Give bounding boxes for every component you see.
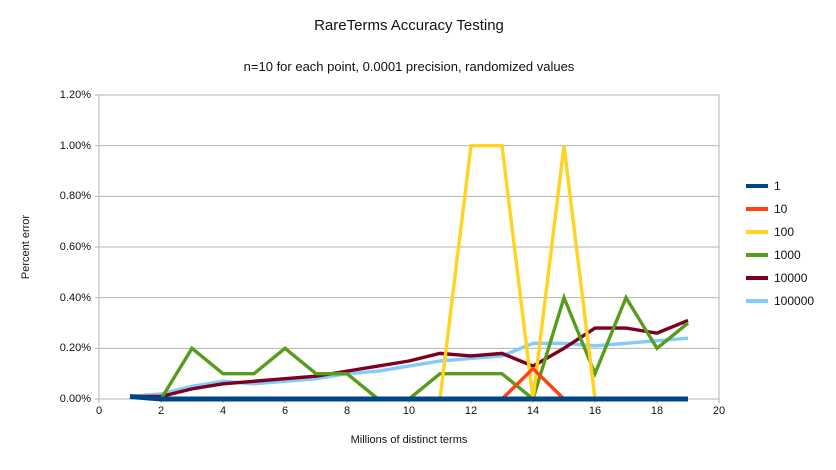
- legend-swatch: [746, 298, 768, 303]
- x-tick-label: 18: [650, 405, 664, 417]
- legend-item-100000: 100000: [746, 289, 814, 312]
- chart-subtitle: n=10 for each point, 0.0001 precision, r…: [243, 59, 575, 74]
- y-tick-label: 1.20%: [59, 89, 91, 101]
- x-tick-label: 20: [712, 405, 726, 417]
- legend-swatch: [746, 183, 768, 188]
- legend-label: 10: [774, 201, 788, 216]
- series-line-1: [129, 393, 688, 402]
- legend-label: 1000: [774, 247, 801, 262]
- legend-swatch: [746, 252, 768, 257]
- legend-item-1: 1: [746, 174, 814, 197]
- legend-label: 100000: [774, 293, 815, 308]
- legend-swatch: [746, 206, 768, 211]
- legend-item-1000: 1000: [746, 243, 814, 266]
- legend-item-10: 10: [746, 197, 814, 220]
- x-tick-label: 2: [157, 405, 165, 417]
- legend-label: 1: [774, 178, 781, 193]
- legend-swatch: [746, 229, 768, 234]
- legend-label: 100: [774, 224, 795, 239]
- x-tick-label: 10: [402, 405, 416, 417]
- x-tick-label: 0: [95, 405, 103, 417]
- x-tick-label: 6: [281, 405, 289, 417]
- y-tick-label: 0.60%: [59, 241, 91, 253]
- series-line-100000: [129, 336, 689, 399]
- legend-item-10000: 10000: [746, 266, 814, 289]
- legend-item-100: 100: [746, 220, 814, 243]
- x-axis-title: Millions of distinct terms: [350, 434, 468, 446]
- x-tick-label: 14: [526, 405, 540, 417]
- y-tick-label: 0.00%: [59, 393, 91, 405]
- x-tick-label: 16: [588, 405, 602, 417]
- y-tick-label: 0.20%: [59, 342, 91, 355]
- series-line-10000: [130, 318, 689, 399]
- legend-swatch: [746, 275, 768, 280]
- legend: 1 10 100 1000 10000 100000: [746, 174, 814, 312]
- chart-title: RareTerms Accuracy Testing: [314, 17, 504, 34]
- x-tick-label: 4: [219, 405, 227, 417]
- y-tick-label: 1.00%: [59, 139, 91, 152]
- x-tick-label: 12: [464, 405, 478, 417]
- x-tick-label: 8: [343, 405, 351, 417]
- legend-label: 10000: [774, 270, 808, 285]
- y-tick-label: 0.80%: [59, 190, 91, 203]
- y-tick-label: 0.40%: [59, 291, 91, 304]
